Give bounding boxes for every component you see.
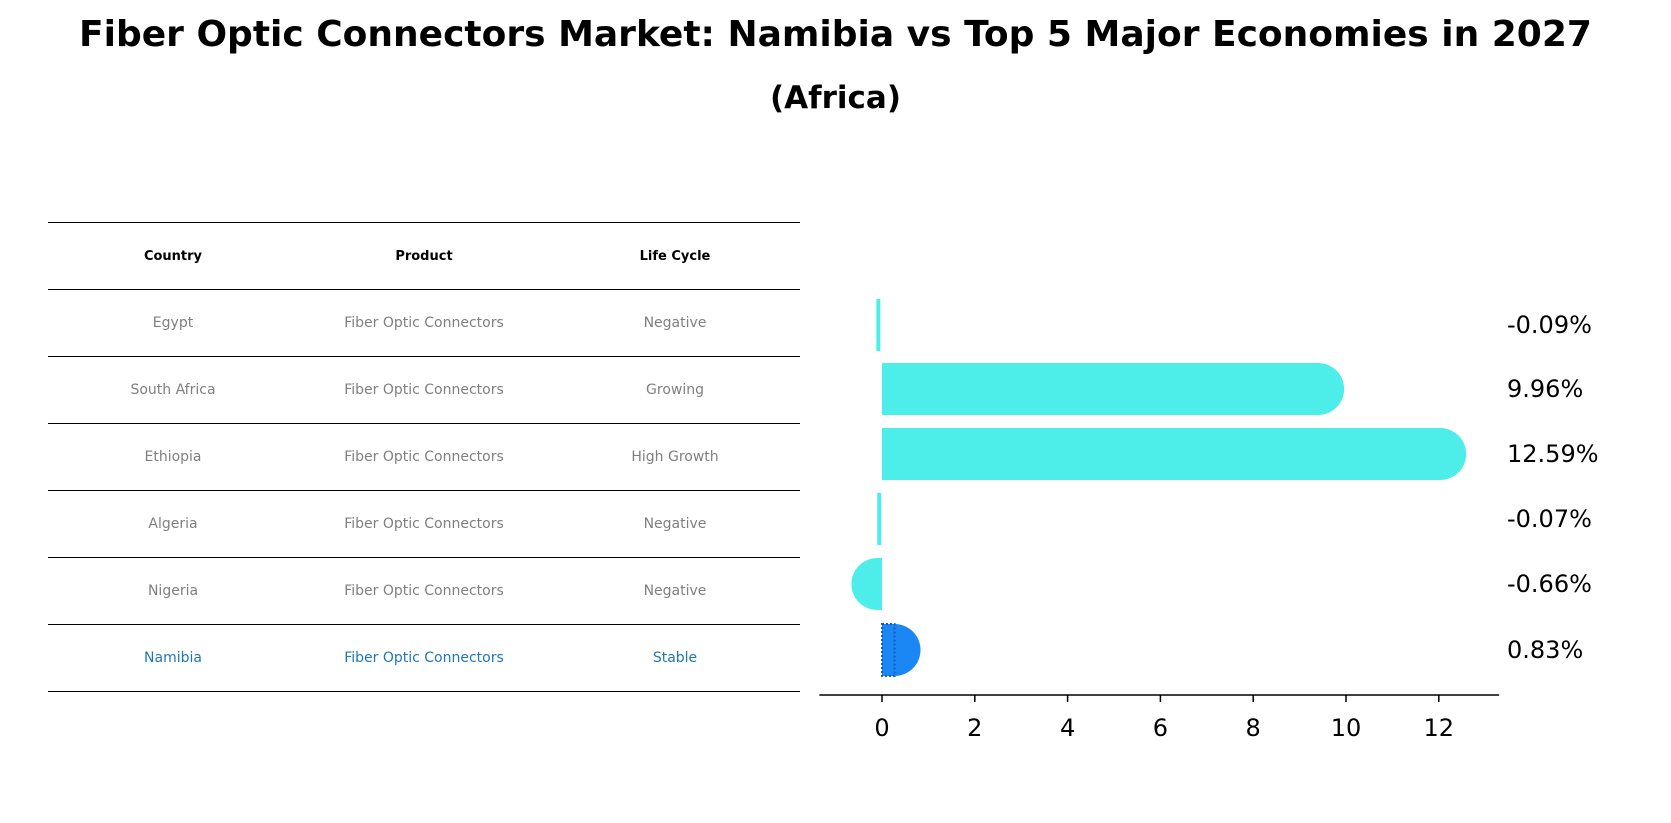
bar-value-label: 9.96% [1507,375,1583,403]
cell-life-cycle: Negative [550,490,800,558]
cell-country: Algeria [48,490,298,558]
cell-product: Fiber Optic Connectors [298,356,550,424]
table-row-highlight: Namibia Fiber Optic Connectors Stable [48,624,800,692]
x-tick-label: 10 [1331,714,1362,742]
bar-value-label: -0.09% [1507,311,1592,339]
cell-product: Fiber Optic Connectors [298,289,550,357]
cell-life-cycle: High Growth [550,423,800,491]
cell-life-cycle: Growing [550,356,800,424]
bar-value-label: -0.07% [1507,505,1592,533]
header-country: Country [48,222,298,290]
cell-life-cycle: Negative [550,289,800,357]
x-tick-label: 2 [967,714,982,742]
table-row: Egypt Fiber Optic Connectors Negative [48,289,800,357]
data-table: Country Product Life Cycle Egypt Fiber O… [48,222,800,692]
table-row: Ethiopia Fiber Optic Connectors High Gro… [48,423,800,491]
cell-product: Fiber Optic Connectors [298,423,550,491]
cell-life-cycle: Negative [550,557,800,625]
cell-country: Egypt [48,289,298,357]
bar [877,493,882,545]
bar-value-label: 0.83% [1507,636,1583,664]
x-tick-label: 4 [1060,714,1075,742]
cell-country: South Africa [48,356,298,424]
table-header-row: Country Product Life Cycle [48,222,800,290]
bar [876,299,881,351]
table-row: South Africa Fiber Optic Connectors Grow… [48,356,800,424]
header-product: Product [298,222,550,290]
cell-product: Fiber Optic Connectors [298,490,550,558]
bar [851,558,882,610]
cell-product: Fiber Optic Connectors [298,624,550,692]
table-row: Algeria Fiber Optic Connectors Negative [48,490,800,558]
x-tick-label: 12 [1424,714,1455,742]
bar-highlight [882,624,921,676]
cell-life-cycle: Stable [550,624,800,692]
table-row: Nigeria Fiber Optic Connectors Negative [48,557,800,625]
bar-value-label: 12.59% [1507,440,1599,468]
bar [882,428,1467,480]
x-tick-label: 6 [1153,714,1168,742]
cell-country: Nigeria [48,557,298,625]
chart-title: Fiber Optic Connectors Market: Namibia v… [79,14,1592,55]
x-tick-label: 0 [874,714,889,742]
cell-country: Namibia [48,624,298,692]
bar-value-label: -0.66% [1507,570,1592,598]
chart-subtitle: (Africa) [769,80,902,116]
bar [882,363,1345,415]
x-tick-label: 8 [1246,714,1261,742]
header-life-cycle: Life Cycle [550,222,800,290]
cell-country: Ethiopia [48,423,298,491]
cell-product: Fiber Optic Connectors [298,557,550,625]
